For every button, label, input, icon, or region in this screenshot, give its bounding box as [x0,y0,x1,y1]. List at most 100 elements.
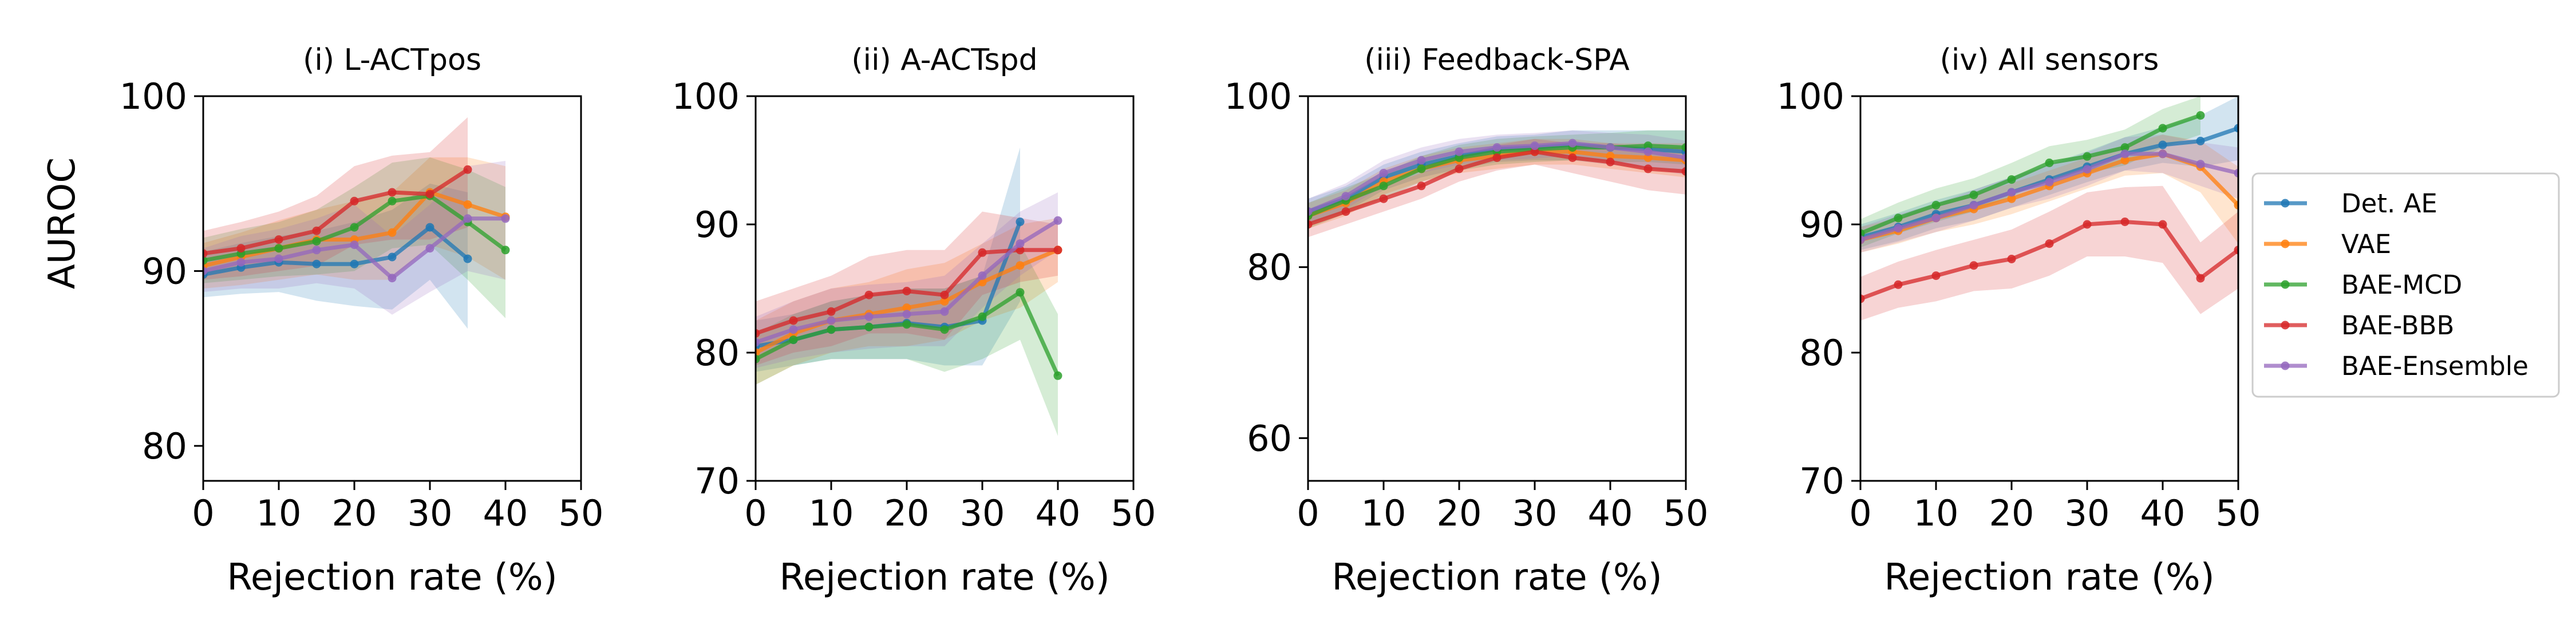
x-tick-label: 20 [1437,492,1482,534]
subplot-feedback-spa: 0 10 20 30 40 50 60 80 100 (iii) Feedback-SPA Reje… [1224,43,1709,599]
y-tick-label: 70 [1799,460,1844,502]
x-tick-label: 30 [408,492,453,534]
point-bae-ensemble [940,307,949,316]
point-bae-bbb [1341,207,1350,216]
point-bae-mcd [864,322,874,331]
point-bae-mcd [789,335,798,345]
point-bae-mcd [2045,159,2054,167]
point-bae-ensemble [1341,192,1350,201]
y-tick-label: 60 [1247,417,1292,459]
band-bae-bbb [1860,185,2238,321]
line-det-ae [203,225,469,277]
point-bae-ensemble [1053,216,1062,225]
x-tick-label: 10 [1914,492,1959,534]
point-bae-bbb [978,248,987,257]
subplot-title: (i) L-ACTpos [303,43,481,77]
point-bae-mcd [203,256,208,265]
point-bae-ensemble [1860,235,1865,244]
x-tick-label: 30 [1512,492,1558,534]
band-vae [1860,135,2238,253]
x-axis-label: Rejection rate (%) [779,556,1109,599]
y-tick-label: 90 [1799,204,1844,246]
point-bae-bbb [902,287,911,295]
point-vae [1643,153,1653,162]
point-vae [2007,194,2016,203]
point-bae-bbb [425,189,434,199]
point-bae-ensemble [203,267,208,275]
point-bae-mcd [1016,288,1025,297]
x-tick-label: 0 [192,492,214,534]
point-bae-bbb [1969,261,1978,270]
x-tick-label: 20 [332,492,377,534]
point-bae-ensemble [1016,239,1025,248]
y-tick-label: 80 [1799,332,1844,374]
point-bae-mcd [2158,124,2167,133]
band-bae-mcd [756,243,1058,436]
axes-frame [1859,95,2239,482]
point-det-ae [1016,218,1025,226]
legend-marker [2281,280,2290,289]
point-bae-ensemble [1568,139,1577,148]
point-vae [2234,200,2238,210]
point-bae-ensemble [1379,168,1388,177]
point-bae-mcd [2120,143,2129,152]
point-bae-bbb [236,244,246,253]
point-bae-bbb [756,329,760,338]
x-tick-label: 10 [256,492,302,534]
legend-item-bae-mcd: BAE-MCD [2264,270,2462,300]
legend-marker [2281,321,2290,330]
point-bae-ensemble [1606,143,1615,152]
plot-area [1860,96,2238,321]
point-bae-mcd [827,325,836,334]
band-bae-bbb [1308,139,1686,238]
x-tick-label: 10 [809,492,854,534]
y-tick-label: 80 [1247,247,1292,289]
x-tick-label: 30 [960,492,1005,534]
point-bae-mcd [2196,111,2205,120]
legend-item-bae-ensemble: BAE-Ensemble [2264,351,2528,381]
subplot-title: (ii) A-ACTspd [851,43,1037,77]
point-bae-bbb [827,307,836,316]
point-det-ae [463,254,472,263]
point-bae-ensemble [2234,168,2238,177]
point-bae-ensemble [1681,153,1686,162]
point-bae-bbb [1455,164,1464,173]
y-tick-label: 100 [672,76,740,117]
x-tick-label: 0 [1297,492,1319,534]
point-bae-ensemble [1455,147,1464,156]
point-bae-mcd [978,312,987,321]
point-det-ae [425,223,434,232]
legend-label: Det. AE [2341,188,2437,219]
point-vae [1606,152,1615,160]
point-det-ae [388,252,397,262]
point-bae-bbb [2007,255,2016,263]
legend-item-bae-bbb: BAE-BBB [2264,310,2454,341]
point-bae-ensemble [388,274,397,283]
point-bae-mcd [1379,181,1388,191]
legend-item-det-ae: Det. AE [2264,188,2437,219]
point-bae-ensemble [274,254,283,263]
point-vae [756,348,760,357]
subplot-a-actspd: 0 10 20 30 40 50 70 80 90 100 (ii) A-ACTspd Rejecti… [672,43,1156,599]
point-bae-ensemble [501,214,510,223]
x-tick-label: 10 [1361,492,1406,534]
x-tick-label: 40 [483,492,528,534]
x-tick-label: 20 [884,492,930,534]
axes-frame [202,95,582,482]
point-det-ae [312,259,321,268]
x-tick-label: 40 [2140,492,2186,534]
legend: Det. AE VAE BAE-MCD BAE-BBB BAE-Ensemble [2251,172,2560,398]
point-vae [463,200,472,209]
y-tick-label: 70 [694,460,740,502]
axes-frame [1307,95,1687,482]
point-bae-mcd [1417,164,1426,173]
legend-marker [2281,199,2290,208]
x-tick-label: 50 [2216,492,2261,534]
point-det-ae [350,259,359,268]
point-bae-ensemble [1492,143,1502,152]
legend-item-vae: VAE [2264,229,2391,259]
subplot-title: (iv) All sensors [1940,43,2159,77]
legend-frame [2251,172,2560,398]
point-bae-ensemble [1643,147,1653,156]
point-bae-ensemble [1308,207,1313,216]
